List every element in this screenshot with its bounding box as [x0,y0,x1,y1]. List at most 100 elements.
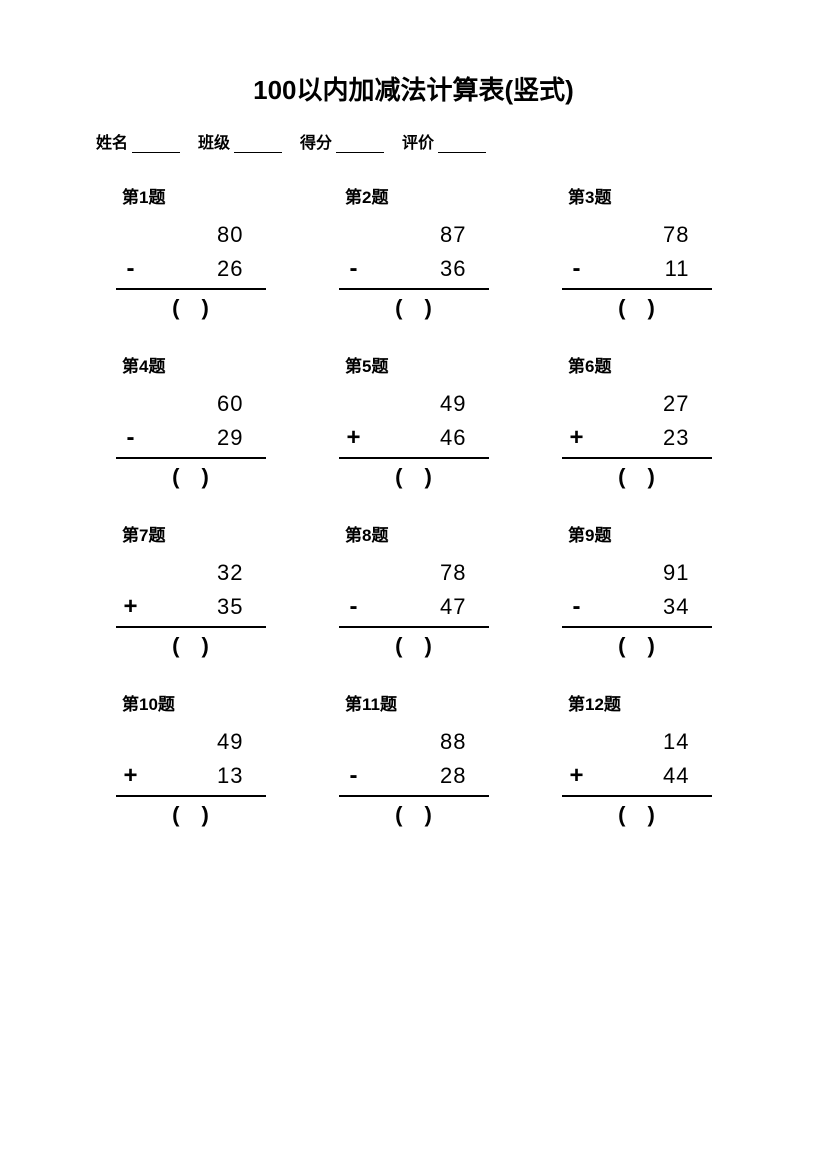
problem-cell: 第6题 27 +23 () [540,352,733,495]
problem-cell: 第8题78-47() [317,521,510,664]
operand-row-1: 32 [116,556,266,590]
label-rating: 评价 [402,129,434,153]
answer-blank[interactable]: () [339,290,489,326]
problem-label: 第8题 [317,521,510,546]
operand-row-2: -26 [116,252,266,286]
operand-row-1: 80 [116,218,266,252]
problem-label: 第4题 [94,352,287,377]
problem-label: 第12题 [540,690,733,715]
answer-blank[interactable]: () [562,797,712,833]
operator: + [116,593,146,621]
vertical-equation: 49+13() [116,725,266,833]
blank-score[interactable] [336,135,384,153]
vertical-equation: 60 -29 () [116,387,266,495]
vertical-equation: 49+46() [339,387,489,495]
operand-row-1: 87 [339,218,489,252]
operand-row-1: 60 [116,387,266,421]
label-class: 班级 [198,129,230,153]
problem-cell: 第3题 78 -11 () [540,183,733,326]
operand-row-1: 78 [562,218,712,252]
problem-label: 第11题 [317,690,510,715]
operand-row-1: 91 [562,556,712,590]
vertical-equation: 78 -11 () [562,218,712,326]
problem-cell: 第7题 32 +35 () [94,521,287,664]
operand-row-1: 27 [562,387,712,421]
operator: - [562,593,592,621]
operand-a: 49 [146,729,266,755]
info-class: 班级 [198,129,282,153]
vertical-equation: 91-34 () [562,556,712,664]
operand-row-2: -34 [562,590,712,624]
blank-rating[interactable] [438,135,486,153]
operand-a: 60 [146,391,266,417]
operator: - [339,762,369,790]
operand-row-2: +13 [116,759,266,793]
operand-row-1: 14 [562,725,712,759]
operator: - [339,593,369,621]
operand-row-2: +23 [562,421,712,455]
operand-row-2: +44 [562,759,712,793]
operator: + [116,762,146,790]
answer-blank[interactable]: () [339,797,489,833]
blank-class[interactable] [234,135,282,153]
operand-row-1: 78 [339,556,489,590]
operand-row-2: -11 [562,252,712,286]
operand-b: 36 [369,256,489,282]
answer-blank[interactable]: () [562,290,712,326]
operand-row-2: -29 [116,421,266,455]
info-score: 得分 [300,129,384,153]
operator: + [562,762,592,790]
answer-blank[interactable]: () [116,628,266,664]
vertical-equation: 14+44 () [562,725,712,833]
operand-b: 46 [369,425,489,451]
operand-a: 87 [369,222,489,248]
operand-row-2: -28 [339,759,489,793]
operand-row-1: 49 [339,387,489,421]
answer-blank[interactable]: () [116,459,266,495]
vertical-equation: 78-47() [339,556,489,664]
vertical-equation: 88-28() [339,725,489,833]
operand-row-2: +46 [339,421,489,455]
operand-b: 13 [146,763,266,789]
problem-cell: 第12题 14+44 () [540,690,733,833]
operator: + [562,424,592,452]
problem-label: 第5题 [317,352,510,377]
operand-row-2: -47 [339,590,489,624]
page-title: 100以内加减法计算表(竖式) [90,70,737,107]
blank-name[interactable] [132,135,180,153]
info-name: 姓名 [96,129,180,153]
operand-a: 80 [146,222,266,248]
problem-label: 第9题 [540,521,733,546]
operand-b: 47 [369,594,489,620]
problem-label: 第6题 [540,352,733,377]
operand-b: 35 [146,594,266,620]
operator: - [116,424,146,452]
problem-label: 第10题 [94,690,287,715]
operand-a: 27 [592,391,712,417]
worksheet-page: 100以内加减法计算表(竖式) 姓名 班级 得分 评价 第1题80-26()第2… [0,0,827,833]
operand-b: 28 [369,763,489,789]
operand-a: 78 [592,222,712,248]
operand-a: 88 [369,729,489,755]
problem-label: 第3题 [540,183,733,208]
problem-cell: 第1题 80 -26 () [94,183,287,326]
operator: - [116,255,146,283]
answer-blank[interactable]: () [562,459,712,495]
answer-blank[interactable]: () [339,628,489,664]
label-name: 姓名 [96,129,128,153]
answer-blank[interactable]: () [339,459,489,495]
operand-row-1: 88 [339,725,489,759]
problem-label: 第7题 [94,521,287,546]
problems-grid: 第1题80-26()第2题87-36()第3题78-11()第4题60-29()… [90,183,737,833]
operator: + [339,424,369,452]
answer-blank[interactable]: () [116,290,266,326]
problem-cell: 第10题49+13() [94,690,287,833]
operand-a: 78 [369,560,489,586]
answer-blank[interactable]: () [116,797,266,833]
answer-blank[interactable]: () [562,628,712,664]
operand-row-2: -36 [339,252,489,286]
problem-cell: 第5题49+46() [317,352,510,495]
problem-label: 第1题 [94,183,287,208]
info-rating: 评价 [402,129,486,153]
problem-cell: 第2题87-36() [317,183,510,326]
